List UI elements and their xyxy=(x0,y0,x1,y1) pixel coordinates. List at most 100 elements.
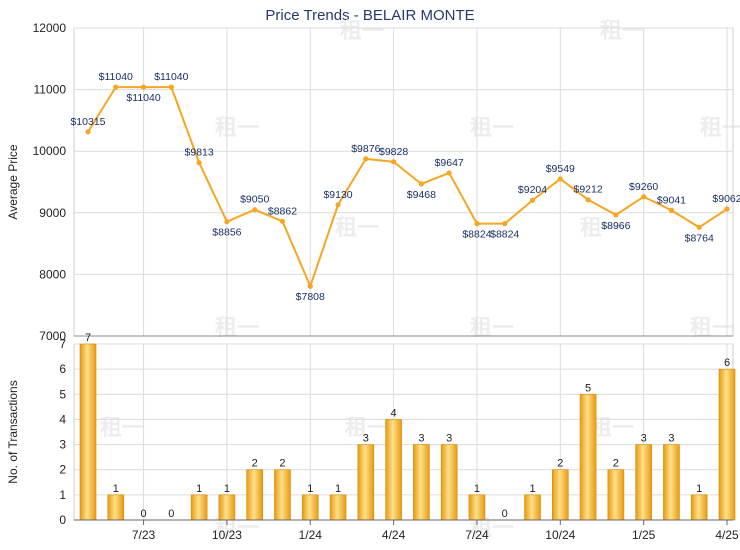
price-point xyxy=(446,170,452,176)
price-data-label: $11040 xyxy=(154,71,188,83)
bar-value-label: 3 xyxy=(668,433,674,445)
bar-value-label: 4 xyxy=(391,407,397,419)
watermark-text: 租一 xyxy=(340,18,384,43)
price-line-panel: 7000 8000 9000 10000 11000 12000 Average Price… xyxy=(6,21,740,343)
x-tick-label: 1/24 xyxy=(299,528,323,542)
bar-plot-frame xyxy=(73,343,734,521)
bar-value-label: 5 xyxy=(585,382,591,394)
transaction-bar xyxy=(663,444,680,521)
price-data-label: $9647 xyxy=(435,157,464,169)
y-tick-label: 11000 xyxy=(34,83,67,97)
price-point xyxy=(502,221,508,227)
price-point xyxy=(557,176,563,182)
transaction-bar xyxy=(107,494,125,521)
bar-value-label: 1 xyxy=(307,483,313,495)
price-data-label: $9204 xyxy=(518,184,547,196)
price-point xyxy=(196,160,202,166)
transaction-bar xyxy=(468,494,486,521)
bar-value-label: 2 xyxy=(557,458,563,470)
price-point xyxy=(418,181,424,187)
bar-y-tick-label: 1 xyxy=(59,488,66,502)
transaction-bar xyxy=(329,494,347,521)
price-data-label: $8966 xyxy=(601,220,630,232)
bar-value-label: 3 xyxy=(446,433,452,445)
transaction-bar xyxy=(190,494,208,521)
x-tick-label: 4/25 xyxy=(715,528,739,542)
price-data-label: $9212 xyxy=(573,184,602,196)
price-data-label: $8862 xyxy=(268,205,297,217)
price-data-label: $11040 xyxy=(99,71,133,83)
price-point xyxy=(668,207,675,213)
price-point xyxy=(85,129,91,135)
price-series-line xyxy=(87,86,728,288)
price-data-label: $9130 xyxy=(323,189,352,201)
price-point xyxy=(140,84,147,90)
bar-value-label: 7 xyxy=(85,332,91,344)
bar-value-label: 3 xyxy=(363,433,369,445)
watermark-text: 租一 xyxy=(215,115,259,140)
bar-value-label: 1 xyxy=(113,483,119,495)
price-point xyxy=(113,84,119,90)
bar-value-label: 6 xyxy=(724,357,730,369)
price-point xyxy=(585,197,591,203)
price-data-label: $9260 xyxy=(629,181,658,193)
transaction-bar xyxy=(635,444,652,521)
price-point xyxy=(224,219,230,225)
chart-title: Price Trends - BELAIR MONTE xyxy=(265,7,475,24)
transaction-bar xyxy=(385,419,402,521)
price-data-label: $8824 xyxy=(462,229,491,241)
x-tick-label: 10/23 xyxy=(212,528,242,542)
bar-y-axis-title: No. of Transactions xyxy=(6,380,20,483)
price-point xyxy=(724,206,730,212)
price-data-label: $8856 xyxy=(212,227,241,239)
price-data-label: $7808 xyxy=(296,291,325,303)
watermark-text: 租一 xyxy=(600,18,644,43)
price-data-label: $8764 xyxy=(685,232,714,244)
bar-y-tick-label: 7 xyxy=(59,337,66,351)
bar-value-label: 1 xyxy=(224,483,230,495)
price-data-label: $9876 xyxy=(351,143,380,155)
bar-value-label: 0 xyxy=(502,508,508,520)
y-tick-label: 8000 xyxy=(39,267,66,281)
price-data-label: $10315 xyxy=(70,116,105,128)
transaction-bar xyxy=(552,469,569,521)
transaction-bar xyxy=(218,494,236,521)
price-data-label: $9813 xyxy=(185,147,214,159)
y-tick-label: 9000 xyxy=(39,206,66,220)
x-tick-label: 1/25 xyxy=(632,528,656,542)
bar-value-label: 3 xyxy=(418,433,424,445)
bar-y-tick-label: 5 xyxy=(59,387,66,401)
transactions-bar-panel: 0 1 2 3 4 5 6 7 7/23 10/23 1/24 4/24 7/24 10/24 1/25 4/… xyxy=(6,332,739,542)
watermark-text: 租一 xyxy=(580,215,624,240)
transaction-bar xyxy=(357,444,375,521)
price-point xyxy=(391,159,397,165)
price-point xyxy=(168,84,174,90)
bar-y-tick-label: 3 xyxy=(59,438,66,452)
watermark-text: 租一 xyxy=(700,115,740,140)
bar-value-label: 0 xyxy=(168,508,174,520)
price-data-label: $11040 xyxy=(126,92,160,104)
transaction-bar xyxy=(579,393,597,521)
price-point xyxy=(696,224,702,230)
x-tick-label: 7/24 xyxy=(465,528,489,542)
bar-y-tick-label: 2 xyxy=(59,463,66,477)
price-point xyxy=(613,212,619,218)
bar-value-label: 1 xyxy=(696,483,702,495)
watermark-text: 租一 xyxy=(590,415,634,440)
watermark-text: 租一 xyxy=(100,415,144,440)
price-point xyxy=(474,221,480,227)
watermark-text: 租一 xyxy=(335,215,379,240)
transaction-bar xyxy=(690,494,708,521)
bar-value-label: 1 xyxy=(529,483,535,495)
transaction-bar xyxy=(607,469,625,521)
price-point xyxy=(363,156,369,162)
price-data-label: $9828 xyxy=(379,146,408,158)
transaction-bar xyxy=(413,444,430,521)
price-point xyxy=(529,197,536,203)
bar-value-label: 0 xyxy=(141,508,147,520)
bar-value-label: 2 xyxy=(252,458,258,470)
price-data-label: $9468 xyxy=(407,189,436,201)
y-tick-label: 10000 xyxy=(33,144,67,158)
price-data-label: $8824 xyxy=(490,229,519,241)
